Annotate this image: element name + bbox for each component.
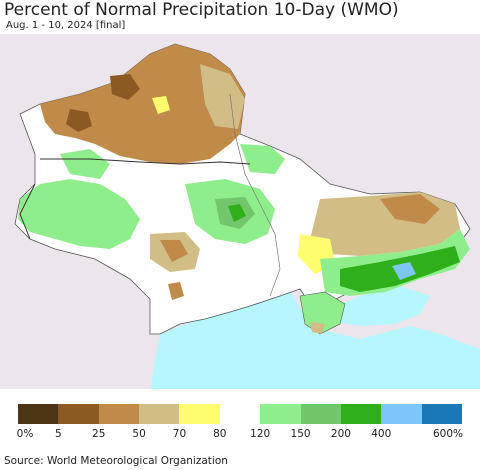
map-title: Percent of Normal Precipitation 10-Day (… — [4, 0, 399, 20]
legend-ticks: 0% 5 25 50 70 80 120 150 200 400 600% — [0, 428, 480, 442]
legend-colorbar — [18, 404, 462, 424]
legend-tick: 5 — [55, 428, 62, 440]
north-dark-2 — [66, 109, 92, 132]
legend-swatch — [300, 404, 341, 424]
legend-tick: 0% — [16, 428, 34, 440]
legend-tick: 70 — [172, 428, 187, 440]
legend-swatch — [340, 404, 382, 424]
legend-swatch — [219, 404, 261, 424]
legend-tick: 400 — [371, 428, 392, 440]
legend-swatch — [98, 404, 140, 424]
legend-swatch — [18, 404, 59, 424]
legend-tick: 25 — [92, 428, 106, 440]
black-sea — [150, 289, 480, 389]
crimea-tan — [310, 322, 325, 334]
legend-swatch — [421, 404, 462, 424]
east-brown — [380, 194, 440, 224]
legend-swatch — [58, 404, 99, 424]
north-green — [60, 149, 110, 179]
legend-swatch — [260, 404, 301, 424]
north-dry-zone — [40, 44, 245, 164]
sea-of-azov — [330, 286, 430, 326]
river-dnipro — [229, 93, 281, 297]
legend-tick: 80 — [213, 428, 227, 440]
legend-tick: 150 — [290, 428, 311, 440]
center-core-green — [228, 204, 246, 222]
legend-swatch — [139, 404, 180, 424]
northeast-green — [240, 144, 285, 174]
border-north — [40, 158, 251, 165]
precipitation-map — [0, 34, 480, 389]
map-subtitle: Aug. 1 - 10, 2024 [final] — [6, 20, 126, 31]
border-west — [19, 183, 36, 240]
west-green — [18, 179, 140, 249]
north-tan-zone — [200, 64, 245, 129]
source-credit: Source: World Meteorological Organizatio… — [4, 455, 228, 467]
north-yellow — [152, 96, 170, 114]
southeast-blue — [392, 262, 416, 280]
north-dark-1 — [110, 74, 140, 100]
legend-tick: 600% — [432, 428, 464, 440]
legend-tick: 50 — [132, 428, 146, 440]
south-brown-spot — [168, 282, 184, 300]
legend-swatch — [381, 404, 422, 424]
legend-swatch — [179, 404, 220, 424]
legend-tick: 200 — [330, 428, 351, 440]
southwest-brown — [160, 240, 188, 262]
legend-tick: 120 — [250, 428, 271, 440]
